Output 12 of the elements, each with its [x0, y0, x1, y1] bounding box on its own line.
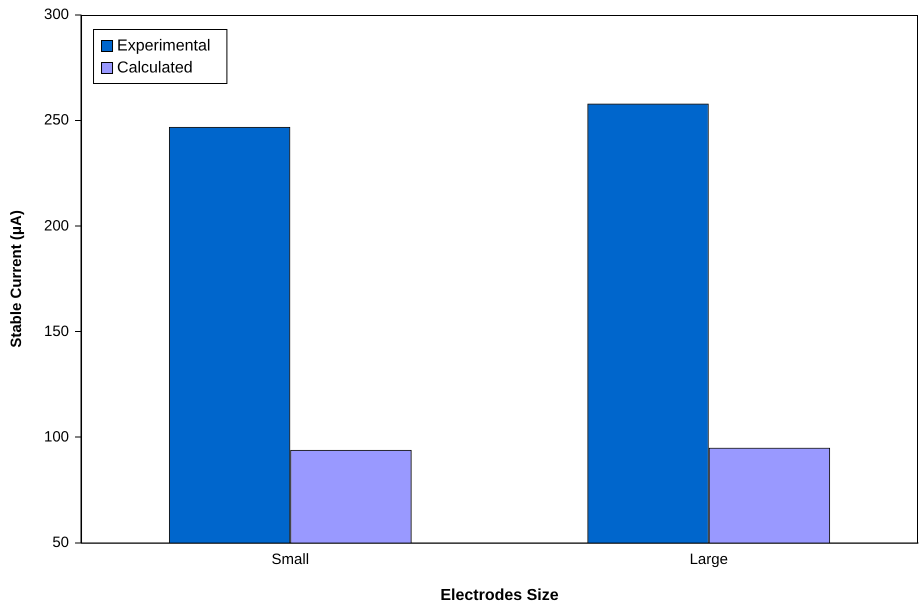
y-axis-title: Stable Current (μA) [8, 210, 26, 348]
y-tick-label: 100 [44, 428, 70, 446]
legend-label: Experimental [117, 37, 210, 54]
x-tick-label: Small [272, 550, 310, 568]
y-tick-label: 250 [44, 112, 70, 129]
y-tick-label: 50 [52, 534, 70, 551]
y-tick-label: 150 [44, 322, 70, 340]
x-axis-title: Electrodes Size [440, 586, 559, 604]
y-tick-label: 300 [44, 6, 70, 24]
legend-label: Calculated [117, 59, 193, 76]
y-tick-label: 200 [44, 217, 70, 234]
x-tick-label: Large [690, 550, 728, 568]
